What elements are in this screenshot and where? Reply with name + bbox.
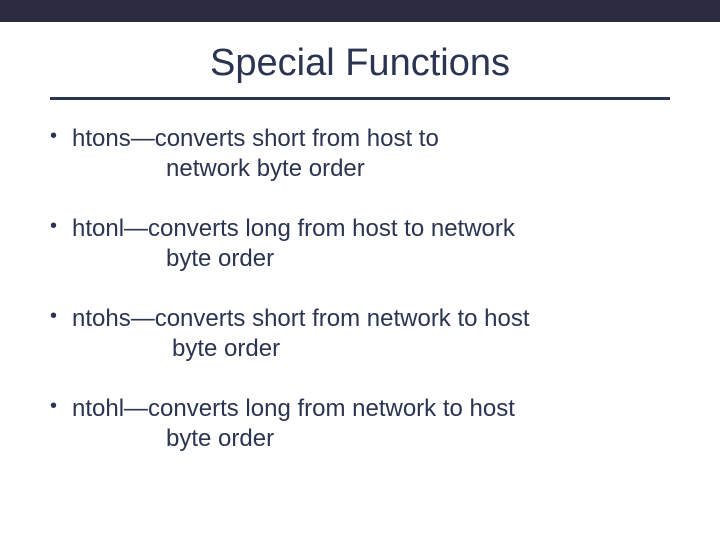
- title-rule: [50, 97, 670, 100]
- slide-body: Special Functions htons—converts short f…: [0, 22, 720, 454]
- list-item: ntohl—converts long from network to host…: [50, 394, 670, 454]
- bullet-text-line2: byte order: [72, 424, 670, 454]
- bullet-text-line1: ntohl—converts long from network to host: [72, 395, 515, 422]
- bullet-text-line2: network byte order: [72, 154, 670, 184]
- bullet-text-line2: byte order: [72, 244, 670, 274]
- top-bar: [0, 0, 720, 22]
- list-item: htonl—converts long from host to network…: [50, 214, 670, 274]
- page-title: Special Functions: [50, 22, 670, 97]
- bullet-list: htons—converts short from host to networ…: [50, 124, 670, 454]
- list-item: ntohs—converts short from network to hos…: [50, 304, 670, 364]
- bullet-text-line1: htonl—converts long from host to network: [72, 215, 515, 242]
- bullet-text-line1: ntohs—converts short from network to hos…: [72, 305, 530, 332]
- bullet-text-line1: htons—converts short from host to: [72, 125, 439, 152]
- bullet-text-line2: byte order: [72, 334, 670, 364]
- list-item: htons—converts short from host to networ…: [50, 124, 670, 184]
